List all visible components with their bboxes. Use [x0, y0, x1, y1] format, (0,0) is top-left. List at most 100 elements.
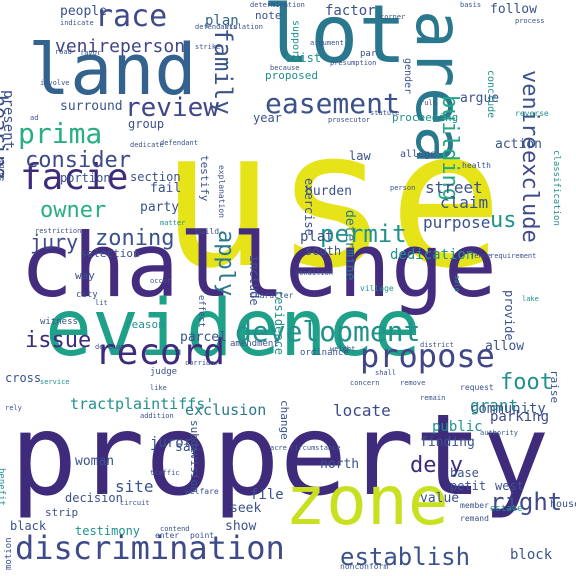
word-rule: rule [420, 99, 437, 107]
word-reverse: reverse [515, 109, 549, 118]
word-allow: allow [485, 339, 525, 354]
word-claim: claim [440, 193, 489, 212]
word-strike: strike [195, 43, 221, 51]
word-prima: prima [18, 117, 103, 150]
word-portion: portion [60, 171, 111, 185]
word-health: health [462, 161, 491, 170]
word-corner: corner [380, 13, 406, 21]
word-gender: gender [402, 58, 413, 95]
word-restriction: restriction [35, 227, 82, 235]
word-build: build [195, 227, 220, 236]
word-west: west [495, 479, 524, 493]
word-welfare: welfare [185, 487, 219, 496]
word-note: note [255, 9, 282, 22]
word-establish: establish [340, 543, 471, 571]
word-process: process [515, 17, 545, 25]
word-file: file [250, 487, 284, 503]
word-contend: contend [160, 525, 190, 533]
word-parcel: parcel [180, 330, 227, 345]
word-zoning: zoning [95, 226, 175, 251]
word-ad: ad [30, 114, 39, 122]
word-witness: witness [40, 317, 78, 327]
word-action: action [495, 137, 542, 152]
word-plan: plan [205, 13, 239, 29]
word-determine: determine [342, 210, 357, 281]
word-easement: easement [265, 87, 400, 120]
word-par: par [360, 49, 377, 59]
word-change: change [278, 400, 291, 440]
word-year: year [253, 111, 282, 125]
word-person: person [390, 184, 416, 192]
word-venireperson: venireperson [55, 36, 186, 57]
word-issue: issue [25, 328, 92, 353]
word-strip: strip [45, 506, 79, 519]
word-authority: authority [480, 429, 518, 437]
word-statute: statute [370, 109, 400, 117]
word-site: site [115, 477, 154, 496]
word-circumstance: circumstance [290, 444, 341, 452]
word-favor: favor [80, 49, 102, 57]
word-consider: consider [25, 148, 131, 173]
word-cross: cross [5, 371, 42, 385]
word-street: street [425, 178, 483, 197]
word-base: base [450, 466, 479, 480]
word-corridor: corridor [185, 359, 219, 367]
word-purpose: purpose [423, 213, 491, 232]
word-locate: locate [333, 401, 391, 420]
word-show: show [225, 519, 257, 534]
word-seek: seek [230, 501, 262, 516]
word-house: house [550, 499, 576, 510]
word-effect: effect [196, 295, 206, 328]
word-request: request [460, 383, 494, 392]
word-violation: violation [225, 23, 263, 31]
word-grant: grant [470, 396, 519, 415]
word-testimony: testimony [75, 524, 141, 538]
word-basis: basis [460, 1, 482, 9]
word-people: people [60, 4, 107, 19]
word-law: law [349, 149, 371, 163]
word-factor: factor [325, 3, 376, 19]
word-road: road [55, 48, 72, 56]
word-prosecutor: prosecutor [328, 116, 371, 124]
word-allege: allege [400, 149, 437, 160]
word-exclude: exclude [517, 150, 542, 243]
word-dedication: dedication [390, 247, 475, 263]
word-surround: surround [60, 99, 123, 114]
word-propose: propose [360, 337, 495, 375]
word-way: way [75, 269, 95, 282]
word-acre: acre [270, 444, 287, 452]
word-enter: enter [155, 531, 180, 540]
word-apply: apply [213, 230, 238, 297]
word-juror: juror [150, 435, 193, 451]
word-black: black [10, 519, 47, 533]
word-follow: follow [490, 2, 537, 17]
word-deny: deny [410, 453, 463, 478]
word-party: party [140, 200, 180, 215]
word-develop: develop [95, 343, 125, 351]
word-community: community [470, 401, 546, 417]
word-estate: estate [490, 504, 523, 514]
word-finding: finding [420, 435, 475, 450]
word-defendants: defendants' [195, 23, 242, 31]
word-value: value [420, 491, 460, 506]
word-agree: agree [0, 160, 6, 182]
word-proposed: proposed [265, 69, 318, 82]
word-condition: condition [295, 269, 333, 277]
word-race: race [95, 0, 168, 34]
word-argue: argue [460, 91, 500, 106]
word-concern: concern [350, 379, 380, 387]
word-determination: determination [250, 1, 305, 9]
word-explanation: explanation [217, 165, 226, 218]
word-zone: zone [285, 462, 449, 541]
word-development: development [235, 315, 421, 348]
word-weight: weight [330, 345, 356, 353]
word-matter: matter [160, 219, 186, 227]
word-right: right [490, 488, 563, 516]
word-tract: tract [70, 395, 116, 413]
word-provide: provide [502, 290, 516, 341]
word-testify: testify [198, 155, 211, 202]
word-review: review [125, 93, 219, 123]
word-lit: lit [95, 299, 108, 307]
word-say: say [175, 440, 199, 455]
